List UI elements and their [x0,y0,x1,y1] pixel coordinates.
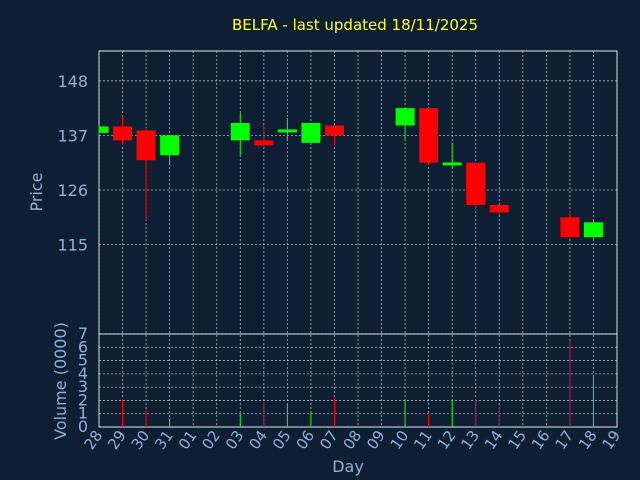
day-tick-label: 01 [175,427,201,453]
candle [419,108,439,166]
candle [560,209,580,238]
day-tick-label: 08 [340,427,366,453]
day-tick-label: 30 [128,427,154,453]
candle [230,113,250,156]
price-ticks: 115 126 137 148 [57,72,88,255]
day-tick-label: 16 [528,427,554,453]
day-tick-label: 17 [551,427,577,453]
candle-body [395,108,415,126]
day-tick-label: 19 [599,427,625,453]
candle-body [560,217,580,238]
candle [395,108,415,141]
day-tick-label: 31 [151,427,177,453]
day-tick-label: 15 [504,427,530,453]
chart-title: BELFA - last updated 18/11/2025 [232,16,478,34]
day-tick-label: 18 [575,427,601,453]
candle [136,127,156,220]
day-tick-label: 02 [198,427,224,453]
day-tick-label: 14 [481,427,507,453]
price-tick-label: 137 [57,126,88,145]
candle-body [489,204,509,213]
price-axis-label: Price [27,172,46,211]
candle [489,204,509,215]
candle [301,122,321,143]
day-tick-label: 05 [269,427,295,453]
candle-body [230,122,250,141]
candle [583,219,603,240]
day-tick-label: 11 [410,427,436,453]
candles [98,108,603,240]
day-tick-label: 10 [387,427,413,453]
day-tick-label: 07 [316,427,342,453]
volume-tick-label: 2 [78,390,88,409]
candle-body [466,162,486,205]
day-tick-label: 09 [363,427,389,453]
volume-tick-label: 1 [78,404,88,423]
candle [466,162,486,210]
candle-body [254,140,274,146]
candle [277,118,297,141]
candle [254,125,274,148]
day-tick-label: 12 [434,427,460,453]
day-tick-label: 03 [222,427,248,453]
volume-tick-label: 7 [78,324,88,343]
volume-tick-label: 5 [78,351,88,370]
price-tick-label: 115 [57,236,88,255]
candle [160,135,180,166]
candle-body [419,108,439,163]
volume-tick-label: 0 [78,417,88,436]
candle-body [324,125,344,136]
candle-body [113,126,133,141]
candle [98,125,109,136]
volume-tick-label: 3 [78,377,88,396]
day-tick-label: 13 [457,427,483,453]
volume-bars [122,340,594,427]
volume-axis-label: Volume (0000) [51,322,70,440]
candle-body [99,126,109,133]
candle-body [136,130,156,161]
candle-body [583,222,603,238]
price-tick-label: 126 [57,181,88,200]
candle-body [277,129,297,133]
day-tick-label: 04 [245,427,271,453]
candle [442,142,462,168]
day-tick-label: 06 [292,427,318,453]
volume-tick-label: 4 [78,364,88,383]
candle-body [442,162,462,166]
candle [324,125,344,146]
candle-body [301,122,321,143]
day-tick-label: 29 [104,427,130,453]
day-axis-label: Day [332,457,364,476]
candle [113,115,133,146]
candle-body [160,135,180,156]
volume-tick-label: 6 [78,337,88,356]
price-tick-label: 148 [57,72,88,91]
day-ticks: 2829303101020304050607080910111213141516… [81,427,625,453]
